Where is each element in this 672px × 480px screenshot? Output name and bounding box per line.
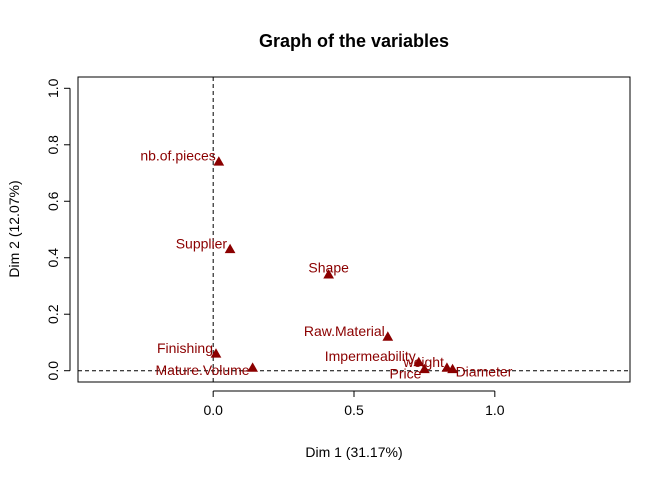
point-marker (247, 362, 258, 372)
data-points: nb.of.pieces Supplier Shape Raw.Material Fin… (140, 148, 512, 382)
point-label: Mature.Volume (155, 362, 249, 378)
y-tick-label: 1.0 (45, 78, 61, 98)
point-marker (419, 363, 430, 374)
x-tick-label: 0.5 (344, 402, 364, 418)
y-tick-label: 0.8 (45, 135, 61, 155)
chart-title: Graph of the variables (259, 31, 449, 51)
point-label: weight (402, 354, 444, 370)
point-marker (323, 269, 335, 279)
y-axis: 0.0 0.2 0.4 0.6 0.8 1.0 (45, 78, 71, 381)
x-axis-label: Dim 1 (31.17%) (305, 444, 402, 460)
point-label: Shape (308, 260, 349, 276)
point-marker (447, 363, 458, 374)
y-axis-label: Dim 2 (12.07%) (6, 180, 22, 277)
point-label: Supplier (176, 235, 228, 251)
point-marker (441, 362, 453, 372)
point-label: nb.of.pieces (140, 148, 216, 164)
y-tick-label: 0.0 (45, 361, 61, 381)
y-tick-label: 0.4 (45, 248, 61, 268)
point-marker (213, 156, 225, 166)
point-marker (210, 348, 222, 358)
y-tick-label: 0.6 (45, 191, 61, 211)
point-label: Impermeability (325, 348, 416, 364)
point-marker (224, 243, 236, 254)
x-tick-label: 0.0 (203, 402, 223, 418)
y-tick-label: 0.2 (45, 304, 61, 324)
x-tick-label: 1.0 (485, 402, 505, 418)
point-label: Finishing (157, 340, 213, 356)
plot-frame (77, 76, 631, 383)
reference-lines (78, 77, 630, 382)
x-axis: 0.0 0.5 1.0 (203, 390, 505, 418)
point-marker (413, 356, 425, 367)
point-label: Raw.Material (304, 323, 385, 339)
point-marker (382, 331, 394, 341)
point-label: Price (390, 365, 422, 381)
point-label: Diameter (456, 363, 513, 379)
